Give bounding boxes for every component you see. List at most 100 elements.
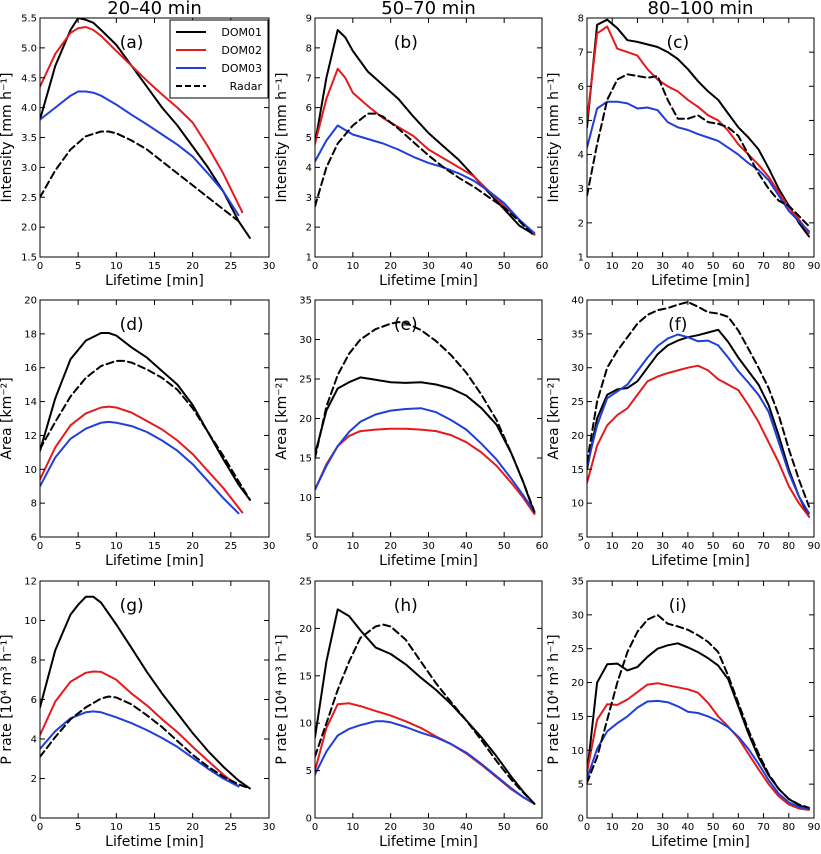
x-tick-label: 20 bbox=[384, 541, 397, 552]
x-tick-label: 0 bbox=[37, 822, 43, 833]
y-tick-label: 4 bbox=[306, 163, 312, 174]
y-tick-label: 9 bbox=[306, 14, 312, 25]
series-line-radar bbox=[315, 623, 536, 805]
series-line-dom02 bbox=[315, 427, 536, 516]
x-tick-label: 50 bbox=[707, 541, 720, 552]
panel-g: 0 5 10 15 20 25 30 0 2 4 6 8 10 12 Lifetime [min] P rat… bbox=[0, 577, 275, 851]
y-tick-label: 35 bbox=[299, 296, 312, 307]
x-tick-label: 50 bbox=[498, 541, 511, 552]
x-tick-label: 10 bbox=[110, 261, 123, 272]
y-tick-label: 25 bbox=[299, 577, 312, 588]
y-tick-label: 6 bbox=[306, 103, 312, 114]
y-tick-label: 30 bbox=[299, 335, 312, 346]
plot-frame bbox=[586, 580, 815, 819]
y-axis-label: Intensity [mm h⁻¹] bbox=[274, 73, 290, 203]
x-axis-label: Lifetime [min] bbox=[379, 273, 478, 289]
plot-frame bbox=[314, 17, 543, 258]
x-tick-label: 30 bbox=[422, 261, 435, 272]
legend-entry-radar: Radar bbox=[230, 80, 263, 93]
panel-b: 0 10 20 30 40 50 60 1 2 3 4 5 6 7 8 9 Lifetime [min] Inte… bbox=[274, 14, 548, 290]
series-group bbox=[587, 18, 810, 238]
x-tick-label: 20 bbox=[384, 822, 397, 833]
x-tick-label: 90 bbox=[808, 822, 821, 833]
series-line-dom01 bbox=[40, 595, 251, 790]
y-tick-label: 20 bbox=[24, 296, 37, 307]
y-tick-label: 25 bbox=[571, 397, 584, 408]
y-tick-label: 4.0 bbox=[21, 103, 37, 114]
y-tick-label: 2 bbox=[31, 774, 37, 785]
y-tick-label: 7 bbox=[306, 73, 312, 84]
y-tick-label: 10 bbox=[24, 465, 37, 476]
series-line-dom01 bbox=[315, 29, 536, 236]
x-tick-label: 30 bbox=[422, 822, 435, 833]
column-title-3: 80–100 min bbox=[648, 0, 754, 19]
y-tick-label: 10 bbox=[299, 493, 312, 504]
x-tick-label: 15 bbox=[148, 541, 161, 552]
panel-e: 0 10 20 30 40 50 60 5 10 15 20 25 30 35 Lifetime [min]… bbox=[274, 296, 548, 570]
y-tick-label: 8 bbox=[578, 14, 584, 25]
series-line-radar bbox=[315, 112, 536, 238]
y-tick-label: 15 bbox=[299, 671, 312, 682]
x-axis-label: Lifetime [min] bbox=[651, 553, 750, 569]
y-tick-label: 35 bbox=[571, 329, 584, 340]
series-line-radar bbox=[587, 73, 810, 228]
y-tick-label: 10 bbox=[24, 616, 37, 627]
panel-f: 0 10 20 30 40 50 60 70 80 90510152025303540Lifeti… bbox=[546, 296, 820, 570]
y-tick-label: 2.5 bbox=[21, 193, 37, 204]
x-axis-label: Lifetime [min] bbox=[379, 834, 478, 850]
y-tick-label: 30 bbox=[571, 363, 584, 374]
x-tick-label: 25 bbox=[224, 822, 237, 833]
panel-label: (e) bbox=[394, 315, 418, 335]
y-tick-label: 7 bbox=[578, 48, 584, 59]
y-tick-label: 2 bbox=[578, 218, 584, 229]
x-tick-label: 0 bbox=[584, 261, 590, 272]
column-title-2: 50–70 min bbox=[381, 0, 475, 19]
x-tick-label: 40 bbox=[682, 822, 695, 833]
x-tick-label: 20 bbox=[186, 822, 199, 833]
y-tick-label: 5 bbox=[578, 533, 584, 544]
x-tick-label: 70 bbox=[757, 822, 770, 833]
y-tick-label: 5.0 bbox=[21, 43, 37, 54]
x-tick-label: 20 bbox=[186, 541, 199, 552]
x-tick-label: 10 bbox=[346, 541, 359, 552]
y-tick-label: 0 bbox=[306, 814, 312, 825]
y-tick-label: 8 bbox=[31, 656, 37, 667]
x-tick-label: 70 bbox=[757, 261, 770, 272]
x-tick-label: 60 bbox=[536, 541, 549, 552]
series-line-radar bbox=[40, 359, 251, 501]
series-group bbox=[315, 321, 536, 516]
y-tick-label: 5.5 bbox=[21, 14, 37, 25]
x-tick-label: 10 bbox=[110, 541, 123, 552]
x-tick-label: 80 bbox=[782, 261, 795, 272]
series-line-dom03 bbox=[40, 420, 240, 515]
x-tick-label: 20 bbox=[384, 261, 397, 272]
y-tick-label: 20 bbox=[299, 414, 312, 425]
panel-c: 0 10 20 30 40 50 60 70 80 90 1 2 3 4 5 6 7 8 Lifetime [min… bbox=[546, 14, 820, 290]
y-tick-label: 18 bbox=[24, 329, 37, 340]
series-line-radar bbox=[315, 321, 536, 513]
y-tick-label: 3 bbox=[578, 184, 584, 195]
y-axis-label: Area [km⁻²] bbox=[274, 377, 290, 459]
x-tick-label: 30 bbox=[263, 541, 276, 552]
x-axis-label: Lifetime [min] bbox=[105, 273, 204, 289]
x-tick-label: 30 bbox=[263, 261, 276, 272]
series-line-dom03 bbox=[40, 90, 240, 217]
x-tick-label: 30 bbox=[422, 541, 435, 552]
x-tick-label: 0 bbox=[37, 541, 43, 552]
y-tick-label: 4 bbox=[578, 150, 584, 161]
series-line-dom01 bbox=[315, 376, 536, 515]
x-tick-label: 15 bbox=[148, 822, 161, 833]
x-tick-label: 0 bbox=[37, 261, 43, 272]
panel-label: (b) bbox=[394, 33, 418, 53]
y-tick-label: 10 bbox=[571, 499, 584, 510]
series-group bbox=[40, 18, 251, 239]
x-tick-label: 0 bbox=[312, 541, 318, 552]
series-line-dom01 bbox=[315, 608, 536, 805]
y-tick-label: 1 bbox=[306, 253, 312, 264]
y-tick-label: 15 bbox=[299, 454, 312, 465]
x-tick-label: 5 bbox=[75, 822, 81, 833]
y-tick-label: 25 bbox=[571, 644, 584, 655]
